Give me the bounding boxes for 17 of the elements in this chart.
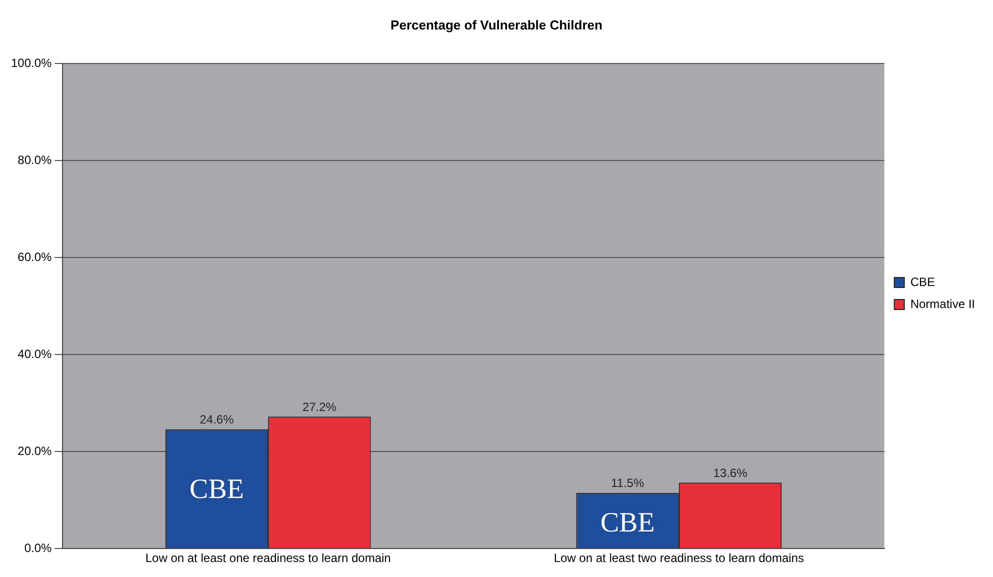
y-tick-label: 100.0% <box>10 56 52 70</box>
text: 27.2% <box>302 400 336 414</box>
y-tick-label: 0.0% <box>24 540 52 555</box>
x-tick-label: Low on at least two readiness to learn domains <box>554 551 804 566</box>
text: 24.6% <box>200 412 234 427</box>
chart-title: Percentage of Vulnerable Children <box>390 17 603 32</box>
legend-label: Normative II <box>910 296 976 311</box>
y-tick-label: 80.0% <box>18 152 52 167</box>
legend-label: CBE <box>910 274 936 289</box>
y-tick-label: 20.0% <box>18 444 52 458</box>
y-tick-label: 60.0% <box>18 250 52 264</box>
text: 11.5% <box>610 476 644 490</box>
annotation: CBE <box>600 508 655 539</box>
y-tick-label: 40.0% <box>18 346 52 361</box>
text: 13.6% <box>713 466 748 480</box>
x-tick-label: Low on at least one readiness to learn domain <box>145 551 391 566</box>
annotation: CBE <box>190 474 244 505</box>
